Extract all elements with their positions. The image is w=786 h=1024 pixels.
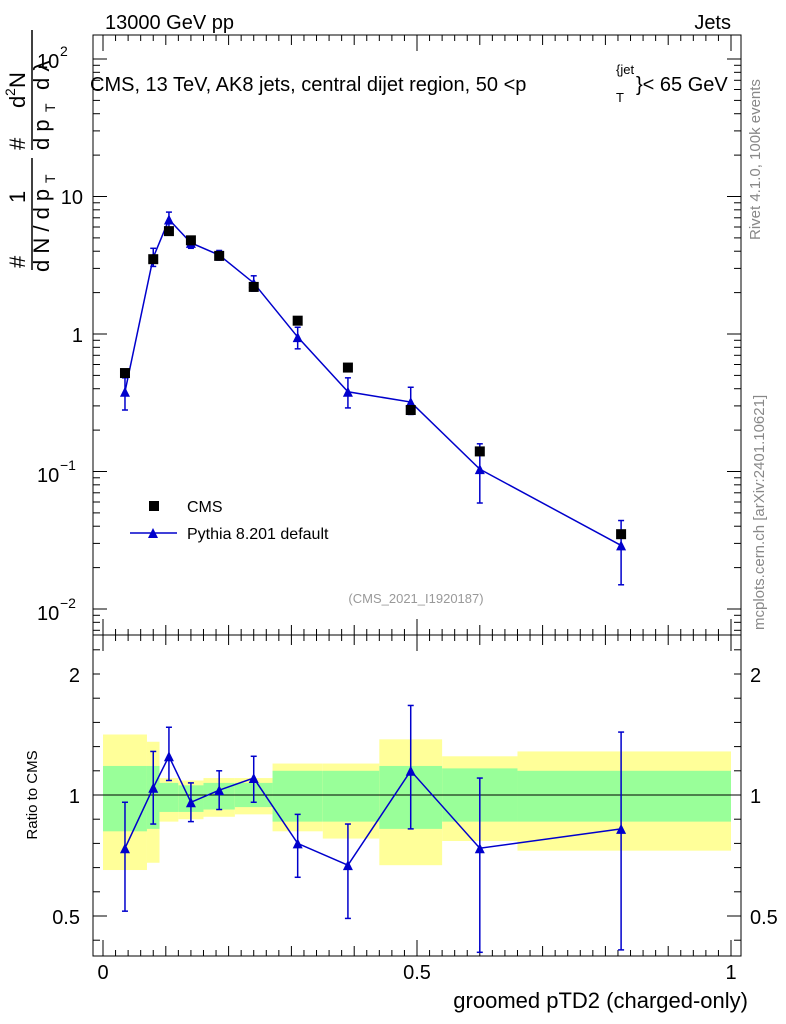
cms-point [405,405,416,416]
x-axis-label: groomed pTD2 (charged-only) [453,988,748,1013]
title-sub: T [616,90,624,105]
ratio-tick-labels: 2 1 0.5 2 1 0.5 [52,665,778,929]
rtick-2-right: 2 [750,665,761,687]
cms-point [342,362,353,373]
cms-point [148,254,159,265]
band-green-2 [159,782,179,812]
cms-point [185,235,196,246]
legend-label-cms: CMS [187,499,223,516]
main-plot-marks [119,211,627,586]
ylabel-T1: T [42,174,58,183]
band-green-10 [517,770,731,822]
cms-point [163,226,174,237]
ratio-point [163,751,174,762]
rtick-1-left: 1 [69,786,80,808]
xtick-0: 0 [97,962,108,984]
title-main: CMS, 13 TeV, AK8 jets, central dijet reg… [90,74,526,96]
svg-text:10: 10 [37,603,59,625]
ytick-1: 1 [72,325,83,347]
ylabel-d: d [5,96,30,108]
mc-line [124,218,622,547]
cms-point [119,368,130,379]
svg-text:2: 2 [60,43,68,59]
mc-point [474,464,485,475]
ylabel-dpT: d p [29,119,54,150]
rtick-05-left: 0.5 [52,907,80,929]
analysis-tag: (CMS_2021_I1920187) [348,591,483,606]
ratio-point [405,765,416,776]
chart-title: CMS, 13 TeV, AK8 jets, central dijet reg… [90,62,728,105]
svg-text:−2: −2 [60,595,76,611]
rtick-1-right: 1 [750,786,761,808]
mc-point [163,214,174,225]
xtick-05: 0.5 [403,962,431,984]
title-tail: }< 65 GeV [636,74,728,96]
cms-point [474,446,485,457]
ylabel-hash-2: # [5,137,30,150]
ytick-10: 10 [61,187,83,209]
ratio-point [248,773,259,784]
header-right: Jets [694,12,731,34]
ratio-plot-marks [119,704,627,954]
ratio-point [474,843,485,854]
ratio-point [292,838,303,849]
xtick-1: 1 [725,962,736,984]
ytick-100: 10 2 [37,43,68,73]
band-green-6 [272,770,323,822]
top-tick-labels: 10 2 10 1 10 −1 10 −2 [37,43,83,625]
rtick-2-left: 2 [69,665,80,687]
svg-text:10: 10 [37,51,59,73]
rivet-label: Rivet 4.1.0, 100k events [747,79,764,240]
rtick-05-right: 0.5 [750,907,778,929]
ratio-point [148,782,159,793]
svg-text:−1: −1 [60,457,76,473]
mc-point [616,540,627,551]
mcplots-label: mcplots.cern.ch [arXiv:2401.10621] [751,395,768,630]
legend-label-mc: Pythia 8.201 default [187,526,329,543]
main-frame [92,34,742,636]
svg-text:10: 10 [37,465,59,487]
ratio-point [185,797,196,808]
y-axis-label-top: # 1 d N / d p T # d 2 N d p T d λ [2,30,58,272]
ylabel-one: 1 [5,191,30,203]
ratio-point [119,843,130,854]
title-sup: {jet [616,62,634,77]
cms-point [248,281,259,292]
header-left: 13000 GeV pp [105,12,234,34]
legend-marker-mc [148,528,158,538]
cms-point [616,529,627,540]
mc-point [342,386,353,397]
legend-marker-cms [149,501,159,511]
ratio-point [214,785,225,796]
mc-point [119,386,130,397]
ylabel-T2: T [42,103,58,112]
cms-point [292,315,303,326]
ytick-0.01: 10 −2 [37,595,76,625]
y-axis-label-ratio: Ratio to CMS [24,750,41,839]
x-tick-labels: 0 0.5 1 [97,962,736,984]
ylabel-dN: d N / d p [29,189,54,272]
cms-point [214,250,225,261]
ytick-0.1: 10 −1 [37,457,76,487]
ylabel-two: 2 [2,88,18,96]
mc-point [292,332,303,343]
legend: CMS Pythia 8.201 default [130,499,329,543]
axis-ticks [93,35,741,956]
ylabel-N: N [5,72,30,88]
mc-point [405,397,416,408]
ratio-point [342,860,353,871]
ylabel-dl: d λ [29,61,54,90]
ylabel-hash-1: # [5,255,30,268]
ratio-point [616,823,627,834]
band-green-7 [322,770,380,822]
ratio-bands [103,734,731,871]
